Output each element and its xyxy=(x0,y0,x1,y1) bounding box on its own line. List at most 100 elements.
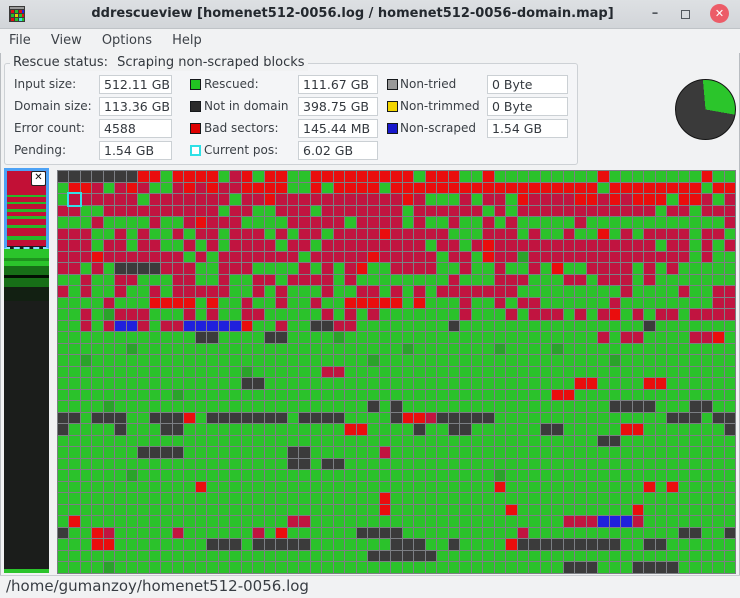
block-cell[interactable] xyxy=(322,458,333,470)
block-cell[interactable] xyxy=(414,332,425,343)
block-cell[interactable] xyxy=(598,194,609,205)
block-cell[interactable] xyxy=(494,286,506,297)
block-cell[interactable] xyxy=(506,309,517,320)
block-cell[interactable] xyxy=(667,424,678,435)
block-cell[interactable] xyxy=(92,297,103,309)
block-cell[interactable] xyxy=(356,182,368,194)
block-cell[interactable] xyxy=(471,539,483,550)
block-cell[interactable] xyxy=(655,194,667,205)
block-cell[interactable] xyxy=(448,389,460,401)
block-cell[interactable] xyxy=(655,389,667,401)
block-cell[interactable] xyxy=(667,470,678,481)
block-cell[interactable] xyxy=(632,378,644,389)
block-cell[interactable] xyxy=(287,447,299,458)
block-cell[interactable] xyxy=(138,182,149,194)
block-cell[interactable] xyxy=(391,470,402,481)
block-cell[interactable] xyxy=(517,527,529,539)
block-cell[interactable] xyxy=(80,378,92,389)
block-cell[interactable] xyxy=(563,320,575,332)
block-cell[interactable] xyxy=(69,332,80,343)
block-cell[interactable] xyxy=(58,171,69,182)
block-cell[interactable] xyxy=(402,297,414,309)
block-cell[interactable] xyxy=(356,297,368,309)
block-cell[interactable] xyxy=(586,539,598,550)
block-cell[interactable] xyxy=(713,355,724,366)
block-cell[interactable] xyxy=(368,481,379,493)
block-cell[interactable] xyxy=(724,286,735,297)
block-cell[interactable] xyxy=(172,504,184,516)
block-cell[interactable] xyxy=(195,309,207,320)
block-cell[interactable] xyxy=(322,493,333,504)
block-cell[interactable] xyxy=(529,527,540,539)
block-cell[interactable] xyxy=(621,562,632,573)
block-cell[interactable] xyxy=(299,562,310,573)
block-cell[interactable] xyxy=(207,504,218,516)
block-cell[interactable] xyxy=(299,274,310,286)
block-cell[interactable] xyxy=(632,286,644,297)
block-cell[interactable] xyxy=(80,470,92,481)
block-cell[interactable] xyxy=(80,194,92,205)
block-cell[interactable] xyxy=(322,516,333,527)
block-cell[interactable] xyxy=(425,309,437,320)
block-cell[interactable] xyxy=(690,527,701,539)
block-cell[interactable] xyxy=(356,527,368,539)
block-cell[interactable] xyxy=(460,366,471,378)
block-cell[interactable] xyxy=(655,320,667,332)
block-cell[interactable] xyxy=(437,182,448,194)
block-cell[interactable] xyxy=(345,458,356,470)
block-cell[interactable] xyxy=(667,182,678,194)
block-cell[interactable] xyxy=(241,320,253,332)
block-cell[interactable] xyxy=(69,182,80,194)
block-cell[interactable] xyxy=(379,309,391,320)
block-cell[interactable] xyxy=(80,481,92,493)
block-cell[interactable] xyxy=(253,332,264,343)
block-cell[interactable] xyxy=(138,297,149,309)
block-cell[interactable] xyxy=(494,550,506,562)
block-cell[interactable] xyxy=(368,263,379,274)
block-cell[interactable] xyxy=(425,527,437,539)
block-cell[interactable] xyxy=(471,332,483,343)
block-cell[interactable] xyxy=(425,516,437,527)
block-cell[interactable] xyxy=(115,447,126,458)
block-cell[interactable] xyxy=(195,539,207,550)
block-cell[interactable] xyxy=(471,228,483,240)
block-cell[interactable] xyxy=(529,274,540,286)
block-cell[interactable] xyxy=(552,251,563,263)
block-cell[interactable] xyxy=(678,447,690,458)
block-cell[interactable] xyxy=(678,343,690,355)
block-cell[interactable] xyxy=(264,297,276,309)
block-cell[interactable] xyxy=(425,343,437,355)
block-cell[interactable] xyxy=(667,550,678,562)
block-cell[interactable] xyxy=(506,182,517,194)
block-cell[interactable] xyxy=(345,366,356,378)
block-cell[interactable] xyxy=(609,274,621,286)
block-cell[interactable] xyxy=(287,481,299,493)
block-cell[interactable] xyxy=(632,527,644,539)
block-cell[interactable] xyxy=(333,274,345,286)
block-cell[interactable] xyxy=(506,240,517,251)
block-cell[interactable] xyxy=(448,205,460,217)
block-cell[interactable] xyxy=(276,527,287,539)
block-cell[interactable] xyxy=(333,424,345,435)
block-cell[interactable] xyxy=(471,550,483,562)
block-cell[interactable] xyxy=(230,470,241,481)
block-cell[interactable] xyxy=(448,504,460,516)
block-cell[interactable] xyxy=(172,412,184,424)
block-cell[interactable] xyxy=(529,378,540,389)
block-cell[interactable] xyxy=(69,263,80,274)
block-cell[interactable] xyxy=(609,194,621,205)
block-cell[interactable] xyxy=(529,504,540,516)
block-cell[interactable] xyxy=(80,389,92,401)
block-cell[interactable] xyxy=(241,424,253,435)
block-cell[interactable] xyxy=(437,447,448,458)
block-cell[interactable] xyxy=(529,539,540,550)
block-cell[interactable] xyxy=(471,412,483,424)
block-cell[interactable] xyxy=(126,493,138,504)
block-cell[interactable] xyxy=(402,401,414,412)
block-cell[interactable] xyxy=(310,251,322,263)
block-cell[interactable] xyxy=(184,355,195,366)
block-cell[interactable] xyxy=(506,286,517,297)
minimize-button[interactable]: – xyxy=(651,6,659,21)
block-cell[interactable] xyxy=(540,447,552,458)
block-cell[interactable] xyxy=(379,217,391,228)
